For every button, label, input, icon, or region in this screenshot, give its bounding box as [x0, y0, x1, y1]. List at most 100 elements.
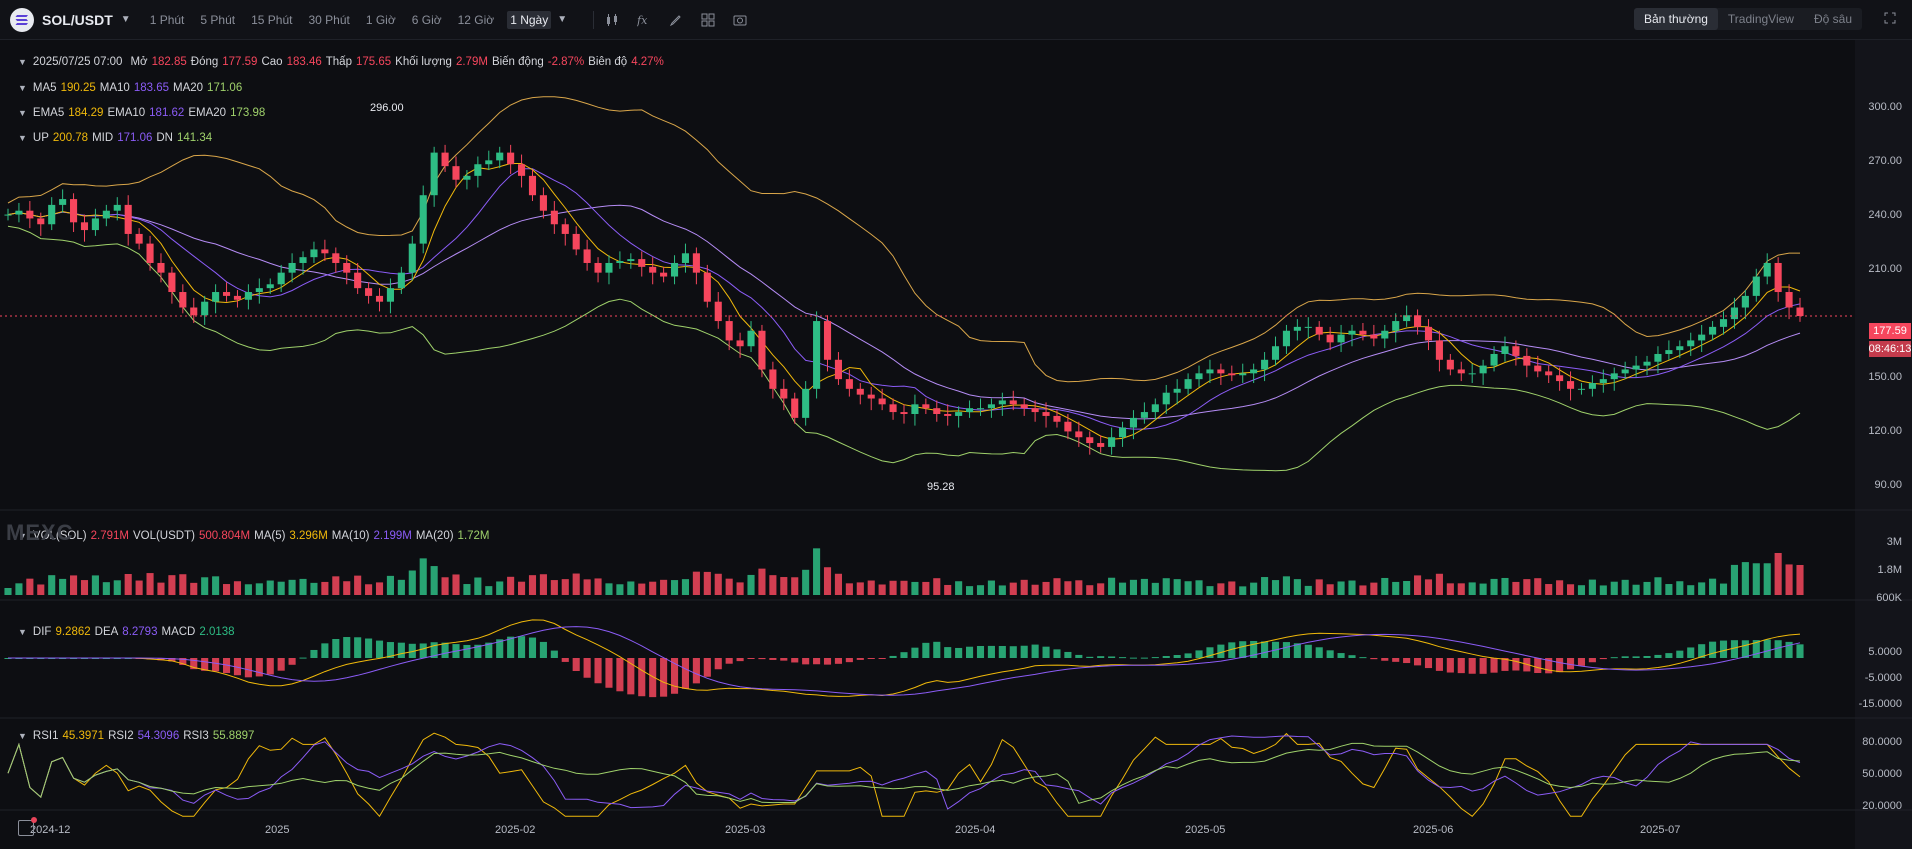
- volume-bar: [539, 574, 547, 595]
- volume-bar: [605, 583, 613, 595]
- volume-bar: [80, 580, 89, 595]
- candle-body: [1577, 388, 1586, 390]
- volume-bar: [747, 574, 755, 595]
- timeframe-4[interactable]: 1 Giờ: [365, 12, 396, 27]
- boll-mid-value: 171.06: [117, 132, 153, 144]
- timeframe-5[interactable]: 6 Giờ: [411, 12, 442, 27]
- volume-bar: [15, 583, 23, 595]
- fullscreen-icon[interactable]: [1884, 12, 1896, 27]
- timeframe-1[interactable]: 5 Phút: [200, 12, 236, 27]
- candle-body: [813, 321, 821, 389]
- volume-bar: [441, 577, 449, 595]
- close-value: 177.59: [222, 56, 258, 68]
- chevron-down-icon[interactable]: ▼: [18, 83, 27, 93]
- candle-body: [605, 262, 613, 273]
- ma5-line: [7, 163, 1801, 440]
- candle-body: [725, 321, 733, 341]
- candle-body: [1162, 392, 1170, 405]
- macd-histogram-bar: [168, 658, 176, 662]
- volume-bar: [1140, 578, 1148, 595]
- macd-histogram-bar: [1424, 658, 1433, 669]
- mode-1[interactable]: TradingView: [1727, 12, 1794, 26]
- volume-bar: [791, 577, 799, 595]
- timeframe-0[interactable]: 1 Phút: [149, 12, 185, 27]
- sol-logo-icon: [10, 7, 34, 32]
- y-tick-main-2: 240.00: [1868, 209, 1902, 221]
- candle-body: [649, 266, 657, 273]
- timeframe-7[interactable]: 1 Ngày: [507, 10, 552, 29]
- timeframe-2[interactable]: 15 Phút: [251, 12, 293, 27]
- macd-histogram-bar: [1042, 646, 1050, 658]
- candle-body: [1228, 373, 1236, 376]
- macd-histogram-bar: [1512, 658, 1520, 671]
- volume-bar: [70, 575, 78, 595]
- vol-ma10-label: MA(10): [331, 530, 370, 542]
- layout-grid-icon[interactable]: [700, 12, 716, 28]
- indicator-fx-icon[interactable]: fx: [636, 12, 652, 28]
- volume-bar: [1250, 582, 1258, 595]
- rsi2-label: RSI2: [108, 730, 134, 742]
- candle-body: [1698, 334, 1706, 341]
- chevron-down-icon[interactable]: ▼: [18, 531, 27, 541]
- volume-bar: [266, 580, 274, 595]
- candle-body: [1108, 437, 1116, 447]
- y-tick-main-1: 270.00: [1868, 155, 1902, 167]
- chevron-down-icon[interactable]: ▼: [120, 14, 131, 25]
- y-tick-vol-2: 600K: [1876, 592, 1902, 604]
- macd-histogram-bar: [1228, 642, 1236, 658]
- vol-sol-value: 2.791M: [90, 530, 129, 542]
- chart-area[interactable]: ▼ 2025/07/25 07:00 Mở 182.85 Đóng 177.59 C…: [0, 40, 1912, 849]
- volume-bar: [1064, 581, 1072, 595]
- high-value: 183.46: [286, 56, 322, 68]
- volume-bar: [944, 584, 952, 595]
- macd-histogram-bar: [1261, 641, 1269, 658]
- mode-2[interactable]: Độ sâu: [1813, 12, 1852, 26]
- volume-bar: [1315, 579, 1323, 595]
- candle-body: [1337, 334, 1345, 343]
- x-tick-6: 2025-06: [1413, 824, 1454, 836]
- macd-histogram-bar: [1370, 658, 1378, 660]
- macd-histogram-bar: [1009, 646, 1017, 658]
- y-tick-main-0: 300.00: [1868, 101, 1902, 113]
- candle-body: [255, 288, 263, 293]
- open-value: 182.85: [151, 56, 187, 68]
- y-tick-main-3: 210.00: [1868, 263, 1902, 275]
- chevron-down-icon[interactable]: ▼: [18, 108, 27, 118]
- macd-histogram-bar: [1577, 658, 1586, 666]
- timeframe-more-icon[interactable]: ▼: [557, 14, 568, 25]
- volume-bar: [1709, 578, 1717, 595]
- macd-histogram-bar: [1097, 656, 1105, 658]
- timeframe-6[interactable]: 12 Giờ: [457, 12, 495, 27]
- pair-selector[interactable]: SOL/USDT: [42, 11, 113, 28]
- macd-histogram-bar: [1403, 658, 1411, 664]
- macd-histogram-bar: [1446, 658, 1454, 673]
- timeframe-3[interactable]: 30 Phút: [308, 12, 350, 27]
- svg-text:fx: fx: [637, 14, 648, 27]
- macd-histogram-bar: [386, 642, 394, 658]
- chevron-down-icon[interactable]: ▼: [18, 133, 27, 143]
- macd-histogram-bar: [802, 658, 810, 665]
- chevron-down-icon[interactable]: ▼: [18, 627, 27, 637]
- drawing-pen-icon[interactable]: [668, 12, 684, 28]
- macd-histogram-bar: [670, 658, 679, 694]
- volume-bar: [37, 584, 45, 595]
- candle-type-icon[interactable]: [604, 12, 620, 28]
- macd-histogram-bar: [1643, 655, 1651, 658]
- boll-legend: ▼ UP 200.78 MID 171.06 DN 141.34: [18, 132, 216, 144]
- volume-bar: [616, 584, 624, 595]
- candle-body: [1064, 421, 1072, 432]
- chevron-down-icon[interactable]: ▼: [18, 731, 27, 741]
- macd-histogram-bar: [1610, 657, 1618, 659]
- volume-bar: [310, 582, 318, 595]
- chevron-down-icon[interactable]: ▼: [18, 57, 27, 67]
- candle-body: [594, 262, 602, 273]
- dif-value: 9.2862: [55, 626, 91, 638]
- calendar-icon[interactable]: [18, 817, 37, 836]
- macd-histogram-bar: [157, 658, 165, 661]
- macd-histogram-bar: [1698, 644, 1706, 658]
- mode-0[interactable]: Bản thường: [1633, 8, 1718, 30]
- chart-canvas[interactable]: [0, 40, 1912, 849]
- camera-icon[interactable]: [732, 12, 748, 28]
- ohlc-date: 2025/07/25 07:00: [32, 56, 123, 68]
- candle-body: [1042, 412, 1050, 416]
